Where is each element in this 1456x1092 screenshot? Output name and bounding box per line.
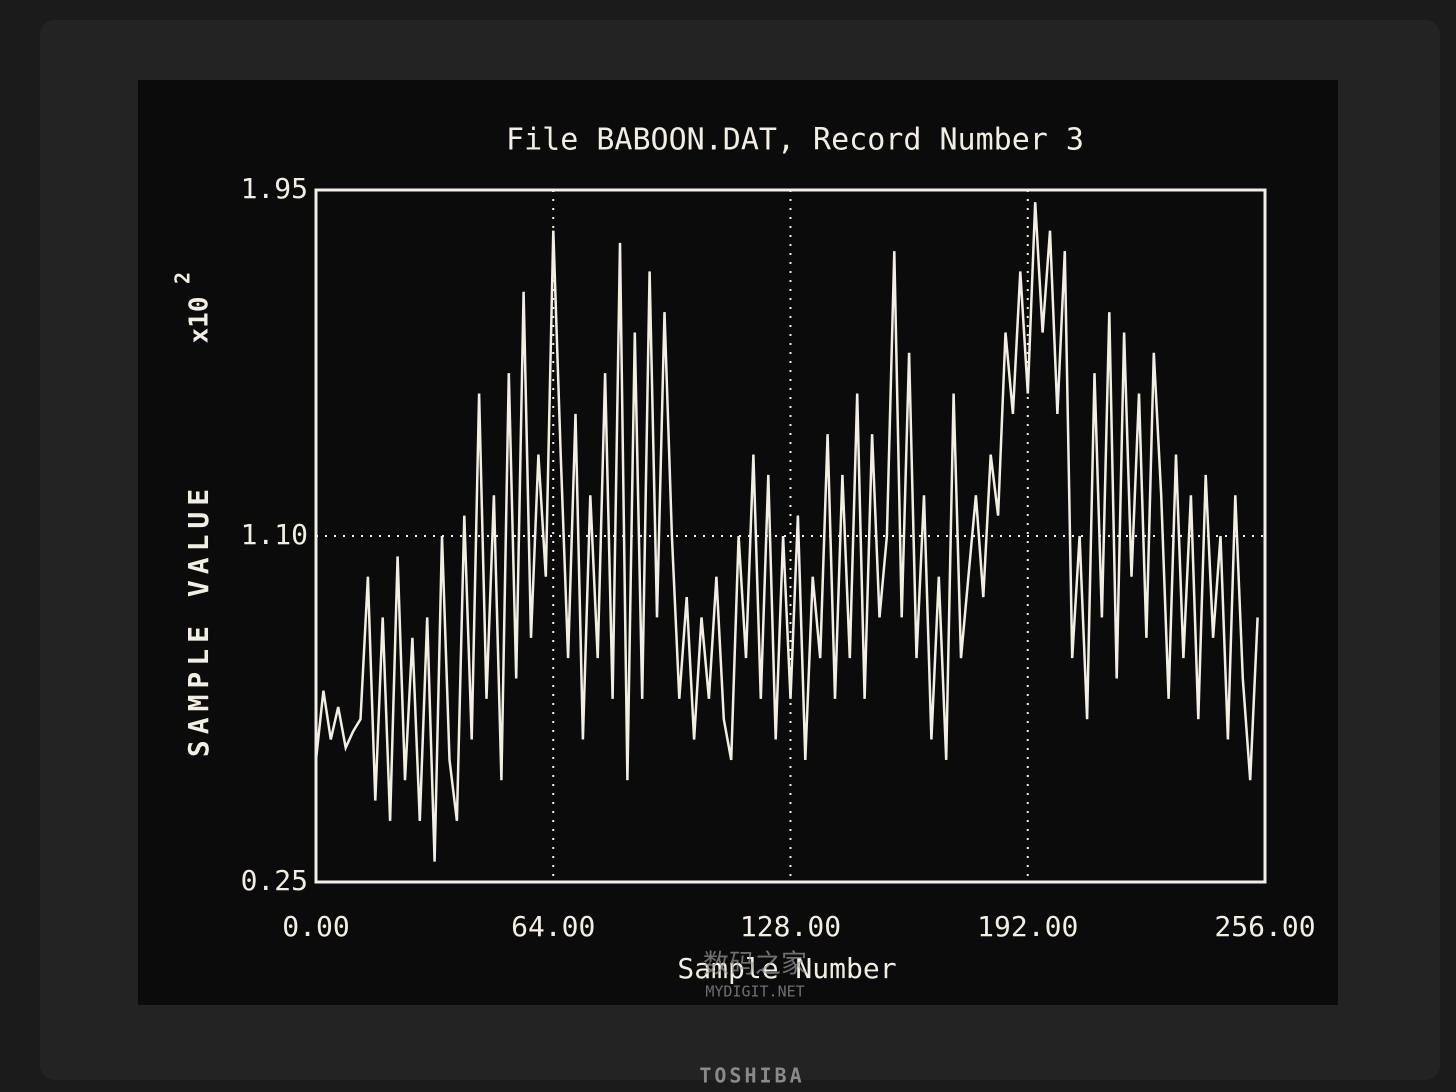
watermark-cn: 数码之家 (703, 950, 807, 980)
x-tick-label: 192.00 (977, 910, 1078, 943)
y-axis-label: SAMPLE VALUE (182, 483, 215, 757)
y-axis-label-group: SAMPLE VALUE x10 2 (171, 272, 216, 757)
brand-logo: TOSHIBA (699, 1064, 804, 1088)
y-tick-label: 1.10 (241, 518, 308, 551)
y-axis-scale: x10 (185, 297, 215, 344)
x-tick-label: 0.00 (282, 910, 349, 943)
x-tick-label: 64.00 (511, 910, 595, 943)
plot-frame (314, 188, 1267, 884)
y-tick-label: 1.95 (241, 172, 308, 205)
chart-title: File BABOON.DAT, Record Number 3 (506, 123, 1084, 158)
y-tick-label: 0.25 (241, 864, 308, 897)
x-tick-label: 256.00 (1214, 910, 1315, 943)
x-tick-label: 128.00 (740, 910, 841, 943)
data-line (314, 202, 1259, 862)
watermark-en: MYDIGIT.NET (705, 983, 804, 1001)
y-axis-scale-exp: 2 (171, 272, 195, 284)
x-axis-label: Sample Number (677, 952, 896, 985)
